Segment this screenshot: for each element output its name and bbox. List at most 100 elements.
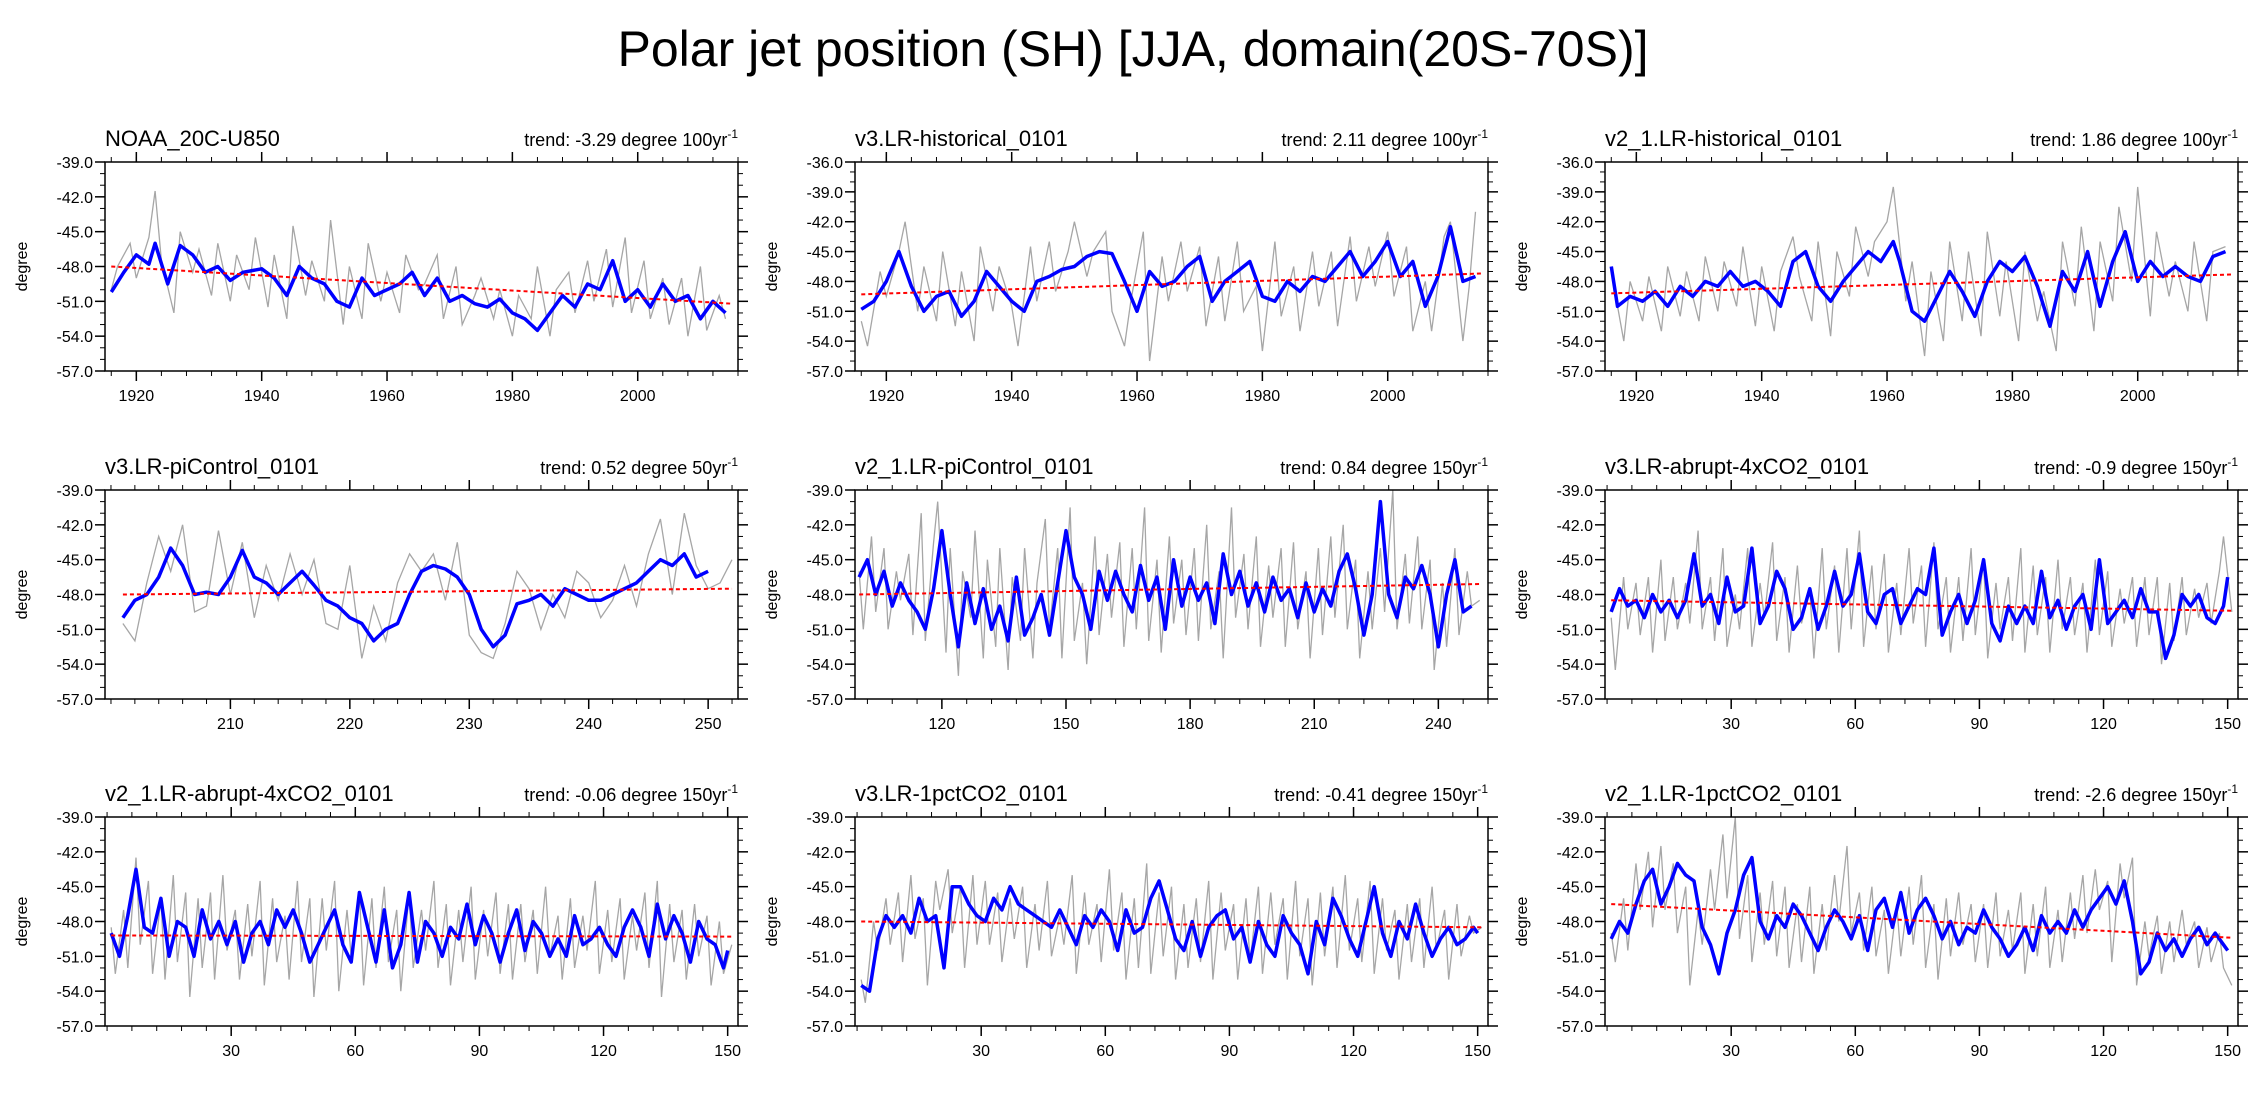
- panel-title: v2_1.LR-piControl_0101: [855, 454, 1094, 479]
- plot-frame: [1604, 161, 2239, 372]
- x-tick-label: 30: [972, 1043, 990, 1060]
- x-tick-label: 150: [1464, 1043, 1491, 1060]
- y-tick-label: -48.0: [57, 588, 94, 605]
- y-tick-label: -57.0: [57, 692, 94, 709]
- x-tick-label: 90: [1221, 1043, 1239, 1060]
- y-tick-label: -54.0: [1557, 657, 1594, 674]
- y-tick-label: -54.0: [807, 334, 844, 351]
- trend-unit-superscript: -1: [1477, 127, 1488, 141]
- x-tick-label: 1980: [1245, 388, 1281, 405]
- trend-label: trend: 1.86 degree 100yr-1: [2030, 127, 2238, 150]
- x-tick-label: 90: [1971, 716, 1989, 733]
- panel-title: v3.LR-piControl_0101: [105, 454, 319, 479]
- x-tick-label: 90: [471, 1043, 489, 1060]
- x-tick-label: 1980: [495, 388, 531, 405]
- y-axis-label: degree: [1514, 241, 1531, 291]
- panel-title: v3.LR-abrupt-4xCO2_0101: [1605, 454, 1869, 479]
- y-tick-label: -51.0: [807, 304, 844, 321]
- y-tick-label: -48.0: [1557, 915, 1594, 932]
- plot-frame: [104, 816, 739, 1027]
- x-tick-label: 1920: [119, 388, 155, 405]
- y-tick-label: -39.0: [57, 155, 94, 172]
- chart-panel: v3.LR-historical_0101 trend: 2.11 degree …: [764, 126, 1498, 405]
- trend-label: trend: 0.52 degree 50yr-1: [540, 455, 738, 478]
- raw-series-line: [122, 513, 733, 660]
- y-tick-label: -39.0: [57, 483, 94, 500]
- y-tick-label: -42.0: [1557, 518, 1594, 535]
- smoothed-series-line: [1609, 229, 2227, 328]
- y-tick-label: -57.0: [807, 1019, 844, 1036]
- x-tick-label: 1920: [869, 388, 905, 405]
- y-tick-label: -45.0: [807, 553, 844, 570]
- y-tick-label: -48.0: [57, 260, 94, 277]
- trend-line: [111, 265, 732, 305]
- trend-line: [1611, 903, 2232, 939]
- x-tick-label: 240: [575, 716, 602, 733]
- trend-line: [859, 583, 1480, 596]
- y-tick-label: -48.0: [1557, 274, 1594, 291]
- plot-data: [121, 513, 733, 660]
- raw-series-line: [860, 211, 1477, 362]
- trend-unit-superscript: -1: [2227, 455, 2238, 469]
- x-tick-label: 2000: [1370, 388, 1406, 405]
- y-tick-label: -57.0: [1557, 692, 1594, 709]
- x-tick-label: 150: [1053, 716, 1080, 733]
- plot-frame: [1604, 816, 2239, 1027]
- chart-panel: v2_1.LR-historical_0101 trend: 1.86 degre…: [1514, 126, 2248, 405]
- smoothed-series-line: [109, 241, 727, 333]
- raw-series-line: [110, 190, 727, 337]
- y-tick-label: -57.0: [1557, 364, 1594, 381]
- plot-data: [1609, 186, 2232, 357]
- x-tick-label: 230: [456, 716, 483, 733]
- raw-series-line: [860, 863, 1483, 1003]
- x-tick-label: 2000: [2120, 388, 2156, 405]
- y-tick-label: -42.0: [1557, 845, 1594, 862]
- panel-title: v2_1.LR-abrupt-4xCO2_0101: [105, 781, 394, 806]
- plot-data: [860, 211, 1482, 362]
- x-tick-label: 1960: [369, 388, 405, 405]
- y-tick-label: -54.0: [57, 657, 94, 674]
- y-tick-label: -57.0: [1557, 1019, 1594, 1036]
- x-tick-label: 30: [1722, 1043, 1740, 1060]
- y-axis-label: degree: [764, 241, 781, 291]
- x-tick-label: 1920: [1619, 388, 1655, 405]
- x-tick-label: 210: [1301, 716, 1328, 733]
- y-tick-label: -57.0: [57, 364, 94, 381]
- trend-label: trend: -2.6 degree 150yr-1: [2034, 782, 2238, 805]
- y-tick-label: -48.0: [807, 274, 844, 291]
- trend-label: trend: -0.9 degree 150yr-1: [2034, 455, 2238, 478]
- x-tick-label: 120: [1340, 1043, 1367, 1060]
- plot-frame: [854, 489, 1489, 700]
- trend-unit-superscript: -1: [727, 127, 738, 141]
- trend-line: [111, 934, 732, 938]
- x-tick-label: 240: [1425, 716, 1452, 733]
- x-tick-label: 120: [929, 716, 956, 733]
- y-tick-label: -54.0: [57, 329, 94, 346]
- panel-title: v3.LR-1pctCO2_0101: [855, 781, 1068, 806]
- raw-series-line: [1610, 186, 2226, 357]
- y-tick-label: -48.0: [807, 588, 844, 605]
- y-tick-label: -42.0: [57, 518, 94, 535]
- plot-data: [109, 857, 733, 998]
- raw-series-line: [858, 490, 1481, 676]
- trend-unit-superscript: -1: [727, 782, 738, 796]
- trend-label: trend: -3.29 degree 100yr-1: [524, 127, 738, 150]
- trend-line: [1611, 599, 2232, 612]
- trend-unit-superscript: -1: [2227, 127, 2238, 141]
- trend-label: trend: 2.11 degree 100yr-1: [1282, 127, 1489, 150]
- x-tick-label: 120: [2090, 716, 2117, 733]
- trend-unit-superscript: -1: [1477, 782, 1488, 796]
- y-tick-label: -45.0: [1557, 245, 1594, 262]
- trend-label: trend: -0.06 degree 150yr-1: [524, 782, 738, 805]
- plot-data: [1609, 530, 2233, 671]
- y-tick-label: -36.0: [807, 155, 844, 172]
- panel-title: NOAA_20C-U850: [105, 126, 280, 151]
- y-axis-label: degree: [14, 569, 31, 619]
- smoothed-series-line: [1609, 855, 2230, 976]
- chart-panel: v2_1.LR-abrupt-4xCO2_0101 trend: -0.06 de…: [14, 781, 748, 1060]
- y-tick-label: -39.0: [1557, 810, 1594, 827]
- y-tick-label: -36.0: [1557, 155, 1594, 172]
- smoothed-series-line: [121, 546, 709, 649]
- y-tick-label: -39.0: [807, 185, 844, 202]
- y-tick-label: -54.0: [1557, 334, 1594, 351]
